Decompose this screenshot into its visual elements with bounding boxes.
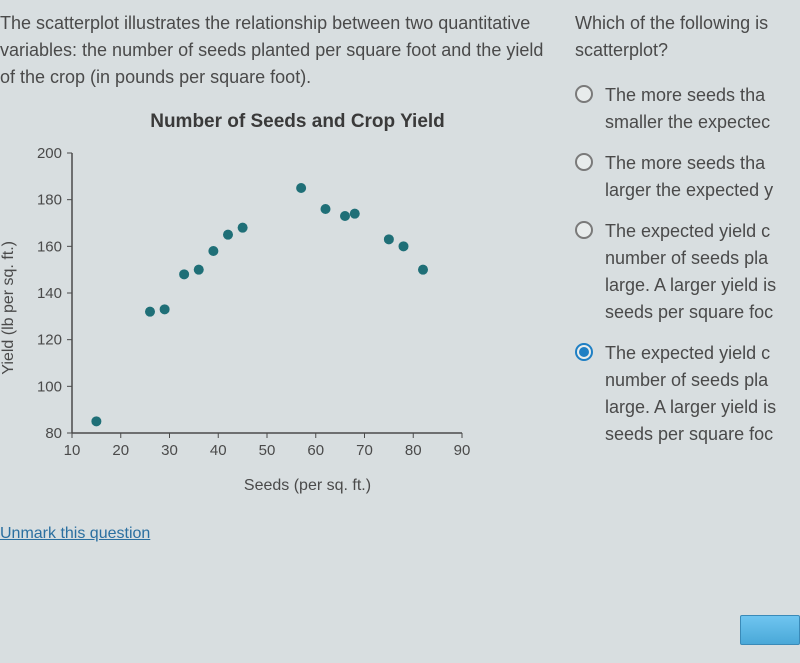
scatter-chart: Number of Seeds and Crop Yield Yield (lb… <box>0 111 555 495</box>
x-axis-label: Seeds (per sq. ft.) <box>60 477 555 495</box>
radio-option-0[interactable] <box>575 85 593 103</box>
option-text-0: The more seeds tha smaller the expectec <box>605 82 800 136</box>
svg-text:80: 80 <box>405 442 422 459</box>
option-row-3[interactable]: The expected yield c number of seeds pla… <box>575 340 800 448</box>
svg-text:70: 70 <box>356 442 373 459</box>
unmark-question-link[interactable]: Unmark this question <box>0 525 150 543</box>
option-row-2[interactable]: The expected yield c number of seeds pla… <box>575 218 800 326</box>
svg-text:10: 10 <box>64 442 81 459</box>
radio-option-1[interactable] <box>575 153 593 171</box>
svg-text:20: 20 <box>112 442 129 459</box>
option-text-1: The more seeds tha larger the expected y <box>605 150 800 204</box>
y-axis-label: Yield (lb per sq. ft.) <box>0 241 18 375</box>
radio-option-3[interactable] <box>575 343 593 361</box>
question-text: Which of the following is scatterplot? <box>575 10 800 64</box>
chart-title: Number of Seeds and Crop Yield <box>40 111 555 133</box>
svg-text:120: 120 <box>37 332 62 349</box>
option-text-3: The expected yield c number of seeds pla… <box>605 340 800 448</box>
svg-text:100: 100 <box>37 378 62 395</box>
option-row-1[interactable]: The more seeds tha larger the expected y <box>575 150 800 204</box>
prompt-text: The scatterplot illustrates the relation… <box>0 10 555 91</box>
svg-text:80: 80 <box>45 425 62 442</box>
option-text-2: The expected yield c number of seeds pla… <box>605 218 800 326</box>
svg-text:30: 30 <box>161 442 178 459</box>
svg-text:50: 50 <box>259 442 276 459</box>
radio-option-2[interactable] <box>575 221 593 239</box>
options-list: The more seeds tha smaller the expectec T… <box>575 82 800 448</box>
svg-text:40: 40 <box>210 442 227 459</box>
svg-text:140: 140 <box>37 285 62 302</box>
svg-text:90: 90 <box>454 442 471 459</box>
chart-svg: 80 100 120 140 160 180 200 10 20 30 40 50 60 70 80 90 <box>22 143 482 473</box>
svg-text:200: 200 <box>37 145 62 162</box>
next-button[interactable] <box>740 615 800 645</box>
svg-text:60: 60 <box>307 442 324 459</box>
svg-text:160: 160 <box>37 238 62 255</box>
option-row-0[interactable]: The more seeds tha smaller the expectec <box>575 82 800 136</box>
svg-text:180: 180 <box>37 192 62 209</box>
